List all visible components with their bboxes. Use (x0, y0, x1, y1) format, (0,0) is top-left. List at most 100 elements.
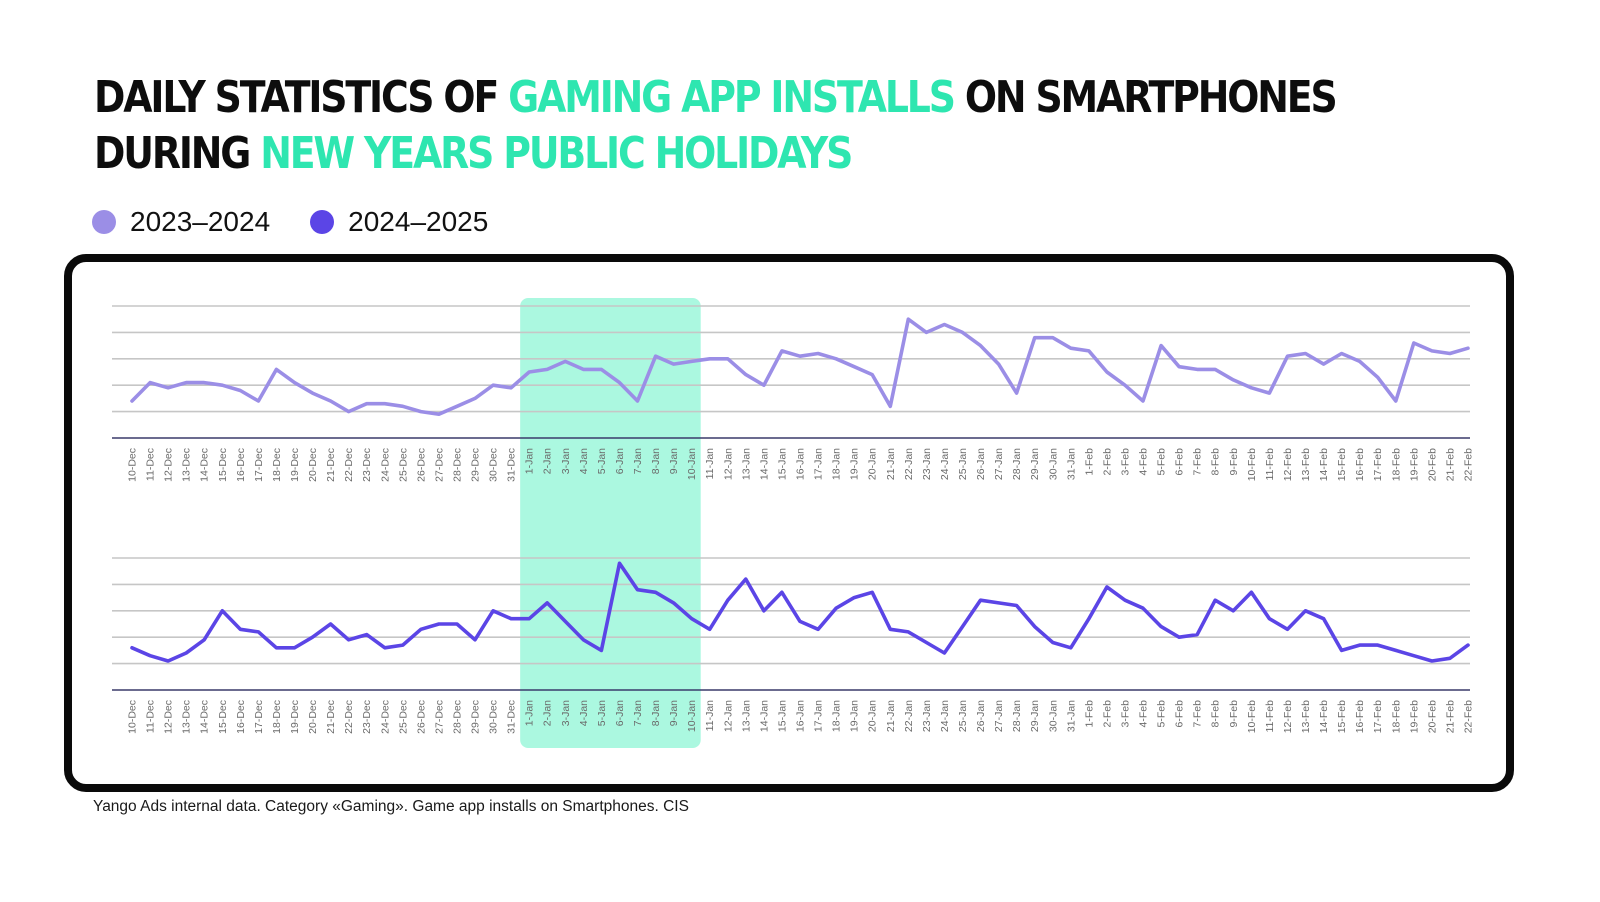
x-tick-label: 4-Jan (578, 700, 590, 726)
x-tick-label: 4-Jan (578, 448, 590, 474)
x-tick-label: 19-Dec (289, 700, 301, 734)
title-part: on smartphones (953, 72, 1338, 123)
x-tick-label: 24-Dec (379, 700, 391, 734)
x-tick-label: 13-Feb (1300, 448, 1312, 481)
x-tick-label: 24-Jan (939, 448, 951, 480)
x-tick-label: 3-Jan (560, 700, 572, 726)
x-tick-label: 11-Feb (1264, 448, 1276, 481)
x-tick-label: 28-Jan (1011, 448, 1023, 480)
x-tick-label: 22-Feb (1463, 448, 1475, 481)
x-tick-label: 10-Dec (127, 448, 139, 482)
x-tick-label: 22-Dec (343, 448, 355, 482)
x-tick-label: 15-Dec (217, 700, 229, 734)
x-tick-label: 10-Feb (1246, 448, 1258, 481)
x-tick-label: 20-Dec (307, 700, 319, 734)
x-tick-label: 5-Jan (596, 700, 608, 726)
x-tick-label: 6-Jan (614, 448, 626, 474)
title-line-2: during New Years public holidays (94, 126, 1336, 182)
x-tick-label: 30-Jan (1047, 700, 1059, 732)
x-tick-label: 25-Dec (397, 700, 409, 734)
holiday-highlight-band (520, 298, 701, 748)
x-tick-label: 6-Feb (1174, 448, 1186, 476)
x-tick-label: 9-Jan (668, 700, 680, 726)
x-tick-label: 26-Jan (975, 700, 987, 732)
x-tick-label: 15-Jan (776, 448, 788, 480)
legend-item-2023-2024: 2023–2024 (92, 206, 270, 238)
x-tick-label: 14-Dec (199, 700, 211, 734)
x-tick-label: 30-Dec (488, 700, 500, 734)
x-tick-label: 17-Dec (253, 700, 265, 734)
x-tick-label: 13-Jan (740, 700, 752, 732)
x-tick-label: 12-Dec (163, 700, 175, 734)
x-tick-label: 23-Dec (361, 448, 373, 482)
x-tick-label: 19-Feb (1408, 448, 1420, 481)
x-tick-label: 15-Feb (1336, 448, 1348, 481)
x-tick-label: 16-Jan (795, 448, 807, 480)
x-tick-label: 21-Feb (1444, 448, 1456, 481)
x-tick-label: 18-Jan (831, 700, 843, 732)
x-tick-label: 26-Dec (415, 448, 427, 482)
x-tick-label: 14-Jan (758, 448, 770, 480)
x-tick-label: 14-Jan (758, 700, 770, 732)
x-tick-label: 2-Feb (1101, 700, 1113, 728)
x-tick-label: 22-Feb (1463, 700, 1475, 733)
x-tick-label: 3-Jan (560, 448, 572, 474)
legend: 2023–2024 2024–2025 (92, 206, 488, 238)
x-tick-label: 1-Feb (1083, 700, 1095, 728)
x-tick-label: 5-Jan (596, 448, 608, 474)
chart-title: Daily statistics of gaming app installs … (94, 70, 1338, 182)
x-tick-label: 5-Feb (1156, 700, 1168, 728)
x-tick-label: 25-Jan (957, 448, 969, 480)
x-tick-label: 16-Feb (1354, 448, 1366, 481)
x-tick-label: 29-Dec (470, 448, 482, 482)
x-tick-label: 27-Dec (433, 700, 445, 734)
x-tick-label: 2-Jan (542, 448, 554, 474)
chart-frame: 10-Dec 11-Dec 12-Dec 13-Dec 14-Dec 15-Dec 16-D… (64, 254, 1514, 792)
legend-label: 2024–2025 (348, 206, 489, 237)
x-tick-label: 29-Dec (470, 700, 482, 734)
x-tick-label: 31-Jan (1065, 700, 1077, 732)
x-tick-label: 10-Feb (1246, 700, 1258, 733)
x-tick-label: 20-Jan (867, 448, 879, 480)
x-tick-label: 2-Jan (542, 700, 554, 726)
x-tick-label: 11-Dec (145, 448, 157, 481)
x-tick-label: 11-Dec (145, 700, 157, 733)
x-tick-label: 8-Feb (1210, 700, 1222, 728)
x-tick-label: 12-Feb (1282, 700, 1294, 733)
x-tick-label: 12-Jan (722, 448, 734, 480)
x-tick-label: 10-Jan (686, 700, 698, 732)
x-tick-label: 1-Jan (524, 700, 536, 726)
x-tick-label: 27-Jan (993, 700, 1005, 732)
x-tick-label: 6-Jan (614, 700, 626, 726)
x-tick-label: 7-Feb (1192, 448, 1204, 476)
x-tick-label: 4-Feb (1138, 700, 1150, 728)
x-tick-label: 20-Jan (867, 700, 879, 732)
x-tick-label: 22-Dec (343, 700, 355, 734)
x-tick-label: 11-Jan (704, 448, 716, 479)
x-tick-label: 26-Dec (415, 700, 427, 734)
x-tick-label: 7-Jan (632, 700, 644, 726)
x-tick-label: 17-Feb (1372, 448, 1384, 481)
x-tick-label: 9-Feb (1228, 700, 1240, 728)
x-tick-label: 31-Dec (506, 700, 518, 734)
x-tick-label: 20-Feb (1426, 448, 1438, 481)
x-tick-label: 14-Feb (1318, 700, 1330, 733)
x-tick-label: 29-Jan (1029, 448, 1041, 480)
x-tick-label: 9-Jan (668, 448, 680, 474)
x-tick-label: 11-Feb (1264, 700, 1276, 733)
x-tick-label: 6-Feb (1174, 700, 1186, 728)
x-tick-label: 28-Dec (451, 448, 463, 482)
x-tick-label: 28-Jan (1011, 700, 1023, 732)
x-tick-label: 7-Jan (632, 448, 644, 474)
title-part: during (94, 128, 261, 179)
x-tick-label: 15-Feb (1336, 700, 1348, 733)
x-tick-label: 18-Feb (1390, 700, 1402, 733)
x-tick-label: 28-Dec (451, 700, 463, 734)
x-tick-label: 16-Jan (795, 700, 807, 732)
x-tick-label: 21-Dec (325, 700, 337, 734)
x-tick-label: 23-Jan (921, 700, 933, 732)
x-tick-label: 12-Feb (1282, 448, 1294, 481)
x-tick-label: 10-Jan (686, 448, 698, 480)
x-tick-label: 27-Jan (993, 448, 1005, 480)
x-tick-label: 18-Jan (831, 448, 843, 480)
